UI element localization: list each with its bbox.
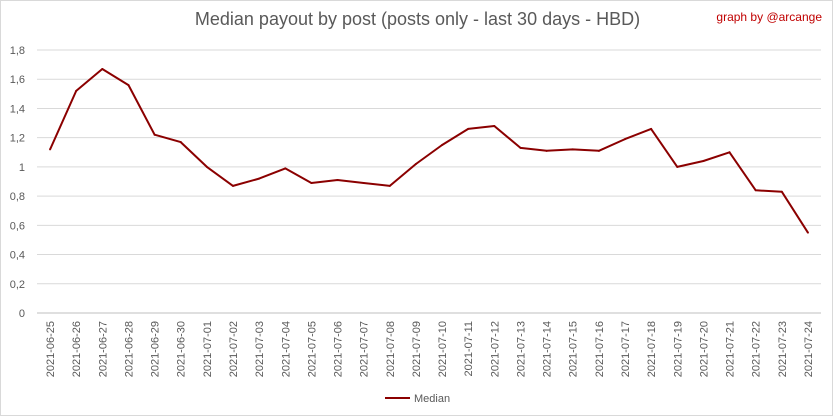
data-point <box>205 165 208 168</box>
data-point <box>806 231 809 234</box>
data-point <box>519 146 522 149</box>
data-point <box>258 177 261 180</box>
data-point <box>284 167 287 170</box>
chart-title: Median payout by post (posts only - last… <box>194 9 641 29</box>
legend-label: Median <box>414 393 450 405</box>
x-tick-label: 2021-06-27 <box>97 321 109 377</box>
x-tick-label: 2021-07-09 <box>411 321 423 377</box>
x-tick-label: 2021-06-29 <box>150 321 162 377</box>
x-tick-label: 2021-06-28 <box>123 321 135 377</box>
data-point <box>702 160 705 163</box>
x-axis-ticks: 2021-06-25 2021-06-26 2021-06-27 2021-06-28… <box>45 321 815 377</box>
y-tick-label: 0,4 <box>10 250 25 262</box>
data-point <box>310 181 313 184</box>
chart-credit: graph by @arcange <box>716 10 822 24</box>
x-tick-label: 2021-07-03 <box>254 321 266 377</box>
legend: Median <box>385 393 450 405</box>
x-tick-label: 2021-07-24 <box>803 321 815 377</box>
data-point <box>388 184 391 187</box>
x-tick-label: 2021-07-06 <box>333 321 345 377</box>
x-tick-label: 2021-07-08 <box>385 321 397 377</box>
data-point <box>571 148 574 151</box>
x-tick-label: 2021-07-05 <box>306 321 318 377</box>
x-tick-label: 2021-07-20 <box>698 321 710 377</box>
x-tick-label: 2021-07-21 <box>725 321 737 377</box>
x-tick-label: 2021-07-16 <box>594 321 606 377</box>
y-tick-label: 0,2 <box>10 279 25 291</box>
x-tick-label: 2021-07-02 <box>228 321 240 377</box>
x-tick-label: 2021-07-12 <box>489 321 501 377</box>
x-tick-label: 2021-07-10 <box>437 321 449 377</box>
data-point <box>545 149 548 152</box>
data-point <box>754 189 757 192</box>
series-line-median <box>49 68 809 234</box>
data-point <box>467 127 470 130</box>
x-tick-label: 2021-07-14 <box>542 321 554 377</box>
data-point <box>493 124 496 127</box>
x-tick-label: 2021-07-22 <box>751 321 763 377</box>
x-tick-label: 2021-07-18 <box>646 321 658 377</box>
y-tick-label: 0,6 <box>10 220 25 232</box>
x-tick-label: 2021-07-13 <box>515 321 527 377</box>
y-tick-label: 0 <box>19 308 25 320</box>
x-tick-label: 2021-07-11 <box>463 321 475 376</box>
y-axis-ticks: 0 0,2 0,4 0,6 0,8 1 1,2 1,4 1,6 1,8 <box>10 45 25 320</box>
series-lines <box>49 67 809 234</box>
data-point <box>49 148 52 151</box>
data-point <box>362 181 365 184</box>
x-tick-label: 2021-07-15 <box>568 321 580 377</box>
data-point <box>336 179 339 182</box>
data-point <box>597 149 600 152</box>
y-tick-label: 1,6 <box>10 74 25 86</box>
y-tick-label: 1,8 <box>10 45 25 57</box>
data-point <box>232 184 234 187</box>
data-point <box>75 89 78 92</box>
x-tick-label: 2021-07-19 <box>672 321 684 377</box>
y-tick-label: 1,2 <box>10 133 25 145</box>
x-tick-label: 2021-07-23 <box>777 321 789 377</box>
gridlines <box>37 49 821 314</box>
data-point <box>728 151 731 154</box>
y-tick-label: 1 <box>19 162 25 174</box>
x-tick-label: 2021-06-25 <box>45 321 57 377</box>
data-point <box>650 127 653 130</box>
data-point <box>127 84 130 87</box>
data-point <box>179 141 182 144</box>
data-point <box>780 190 783 193</box>
data-point <box>441 143 444 146</box>
x-tick-label: 2021-06-26 <box>71 321 83 377</box>
data-point <box>624 138 626 141</box>
x-tick-label: 2021-07-17 <box>620 321 632 377</box>
data-point <box>676 165 679 168</box>
x-tick-label: 2021-07-01 <box>202 321 214 377</box>
data-point <box>414 162 417 165</box>
x-tick-label: 2021-07-07 <box>359 321 371 377</box>
x-tick-label: 2021-06-30 <box>176 321 188 377</box>
data-point <box>101 67 104 70</box>
y-tick-label: 0,8 <box>10 191 25 203</box>
data-point <box>153 133 156 136</box>
x-tick-label: 2021-07-04 <box>280 321 292 377</box>
y-tick-label: 1,4 <box>10 103 25 115</box>
